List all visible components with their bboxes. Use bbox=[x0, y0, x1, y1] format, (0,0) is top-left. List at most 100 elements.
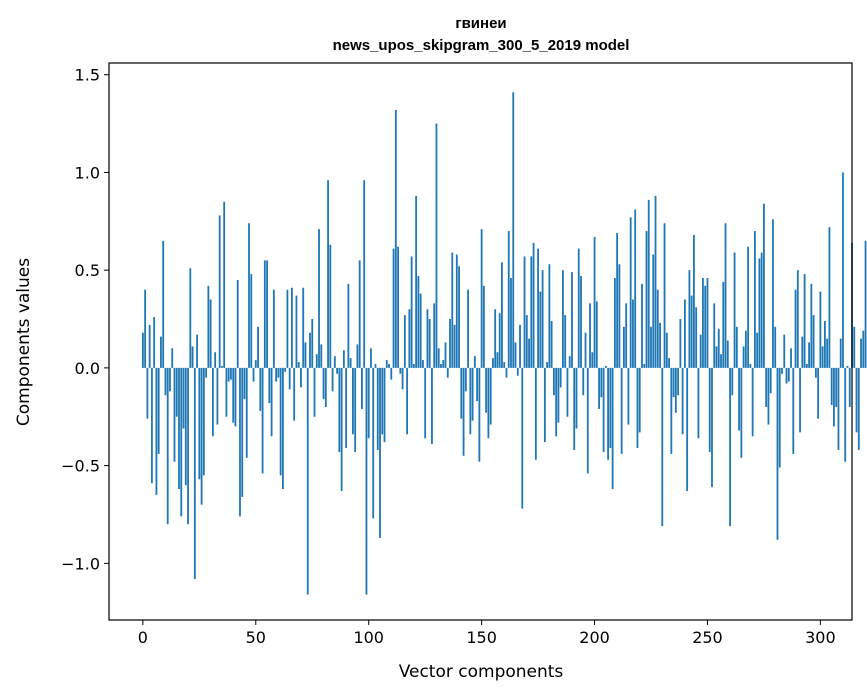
bar bbox=[715, 346, 718, 368]
bar bbox=[702, 277, 704, 368]
bar bbox=[659, 322, 661, 368]
bar bbox=[223, 201, 226, 368]
bar bbox=[839, 338, 842, 368]
bar bbox=[435, 123, 438, 368]
bar bbox=[817, 367, 820, 419]
bar bbox=[571, 272, 573, 368]
bar bbox=[489, 367, 492, 425]
bar bbox=[464, 367, 467, 392]
bar bbox=[575, 367, 578, 429]
bar bbox=[254, 360, 257, 368]
bar bbox=[661, 367, 664, 527]
bar bbox=[390, 367, 393, 380]
bar bbox=[376, 367, 379, 450]
bar bbox=[239, 367, 241, 517]
bar bbox=[480, 229, 483, 368]
bar bbox=[309, 332, 311, 368]
bar bbox=[652, 254, 655, 368]
bar bbox=[392, 248, 395, 368]
bar bbox=[672, 367, 675, 398]
bar bbox=[595, 301, 598, 368]
bar bbox=[733, 252, 736, 368]
y-axis-ticks: −1.0 −0.5 0.0 0.5 1.0 1.5 bbox=[61, 66, 109, 573]
bar bbox=[528, 338, 530, 368]
bar bbox=[864, 240, 867, 368]
bar bbox=[227, 367, 230, 382]
bar bbox=[537, 248, 539, 368]
bar bbox=[853, 326, 856, 368]
bar bbox=[356, 344, 359, 368]
bar bbox=[790, 348, 792, 368]
y-tick-label: 0.5 bbox=[75, 261, 100, 280]
bar bbox=[361, 367, 363, 409]
bar bbox=[629, 217, 632, 368]
bar bbox=[388, 363, 390, 368]
bar bbox=[620, 367, 623, 454]
bar bbox=[424, 367, 427, 439]
bar bbox=[713, 303, 716, 368]
bar bbox=[248, 223, 250, 368]
bar bbox=[824, 320, 826, 368]
bar bbox=[598, 367, 600, 409]
bar bbox=[541, 270, 544, 368]
bar bbox=[250, 274, 253, 368]
bar bbox=[693, 234, 695, 368]
bar bbox=[794, 289, 797, 368]
bar bbox=[279, 367, 282, 476]
bar bbox=[641, 283, 643, 368]
bar bbox=[329, 244, 332, 368]
bar bbox=[722, 281, 725, 368]
bar bbox=[399, 367, 402, 374]
bar bbox=[833, 367, 835, 427]
bar bbox=[665, 332, 668, 368]
bar bbox=[799, 367, 801, 433]
x-axis-label: Vector components bbox=[399, 662, 564, 682]
x-tick-label: 100 bbox=[353, 628, 384, 647]
bar bbox=[656, 289, 659, 368]
bar bbox=[699, 334, 702, 368]
bar bbox=[406, 367, 409, 435]
bar bbox=[281, 367, 284, 490]
bar bbox=[618, 264, 621, 368]
x-axis-ticks: 0 50 100 150 200 250 300 bbox=[138, 620, 836, 647]
bar bbox=[148, 324, 151, 368]
bar bbox=[277, 367, 280, 378]
bar bbox=[580, 276, 582, 368]
bar bbox=[492, 358, 494, 368]
bar bbox=[446, 367, 449, 378]
bar bbox=[394, 109, 397, 368]
bar bbox=[860, 338, 862, 368]
bar bbox=[311, 319, 314, 368]
bar bbox=[342, 350, 345, 368]
bar bbox=[324, 367, 327, 407]
bar bbox=[478, 367, 481, 462]
bar bbox=[354, 367, 357, 452]
bar bbox=[751, 367, 754, 437]
bar bbox=[171, 348, 174, 368]
bar bbox=[460, 367, 463, 419]
bar bbox=[178, 367, 180, 490]
bar bbox=[175, 367, 178, 417]
bar bbox=[467, 289, 469, 368]
bar bbox=[577, 248, 580, 368]
bar bbox=[363, 180, 366, 368]
bar bbox=[221, 365, 223, 368]
bar bbox=[313, 367, 316, 417]
bar bbox=[191, 346, 194, 368]
bar bbox=[198, 367, 201, 480]
bar bbox=[552, 367, 555, 396]
bar bbox=[573, 367, 576, 450]
bar bbox=[284, 367, 287, 372]
bar bbox=[401, 367, 404, 390]
bar bbox=[609, 367, 612, 449]
bar bbox=[848, 367, 851, 407]
bar bbox=[679, 319, 682, 368]
bar bbox=[586, 367, 589, 474]
bar bbox=[462, 367, 465, 456]
bar bbox=[417, 276, 420, 368]
bar bbox=[469, 367, 472, 435]
bar bbox=[207, 285, 210, 368]
bar bbox=[501, 262, 503, 368]
bar bbox=[187, 367, 189, 525]
bar bbox=[431, 367, 433, 445]
